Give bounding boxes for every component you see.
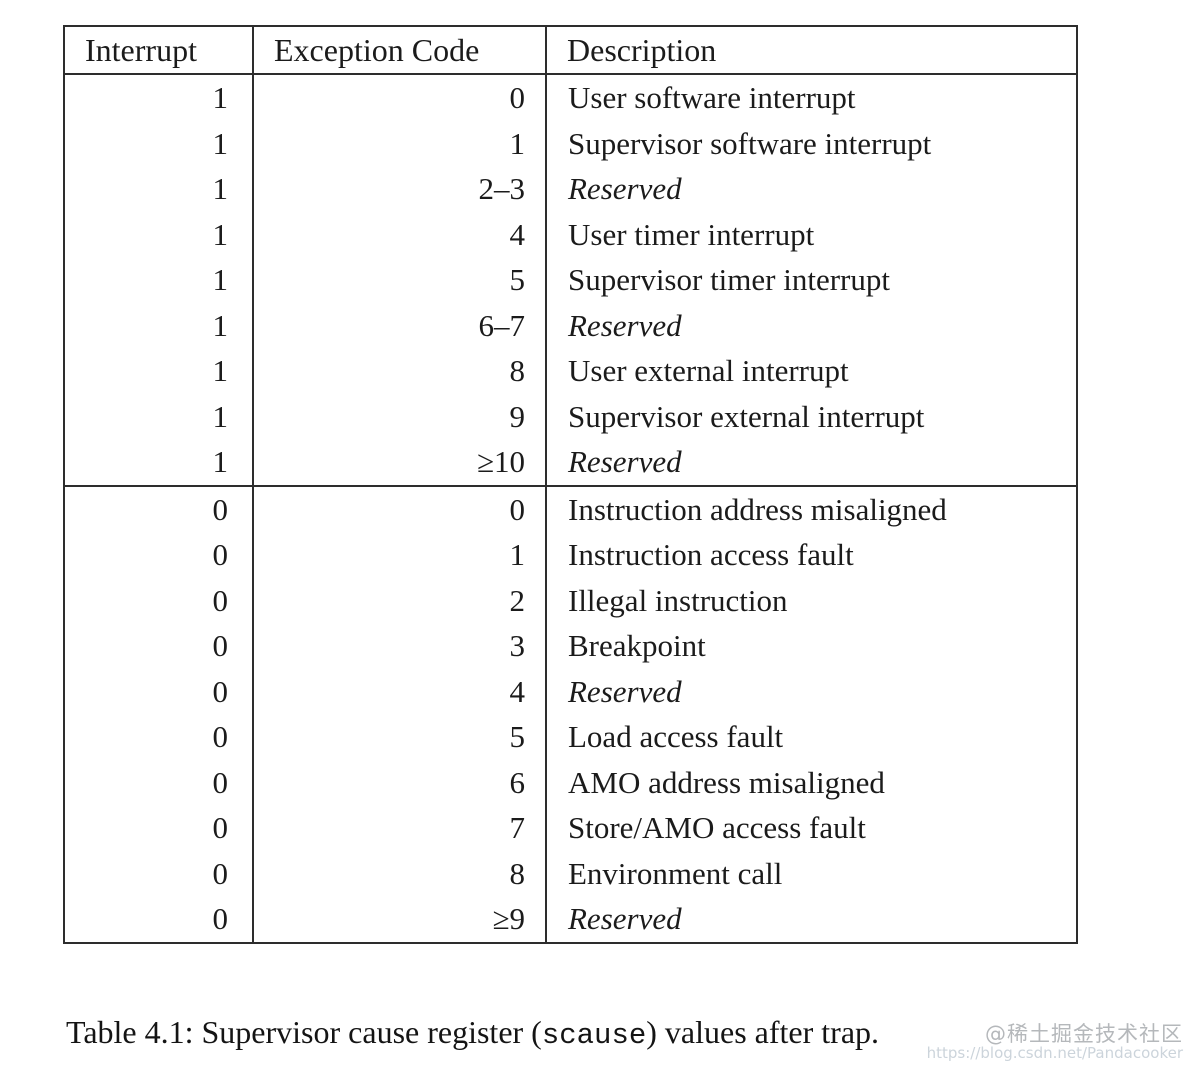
description-cell: Supervisor software interrupt <box>568 125 932 161</box>
exception-code-cell: 0 <box>254 486 547 532</box>
watermark-community: @稀土掘金技术社区 <box>985 1022 1183 1046</box>
interrupt-cell: 1 <box>65 257 254 303</box>
interrupt-cell: 1 <box>65 439 254 485</box>
watermark-url: https://blog.csdn.net/Pandacooker <box>926 1044 1183 1062</box>
exception-code-cell: 4 <box>254 211 547 257</box>
interrupt-cell: 0 <box>65 532 254 578</box>
exception-code-cell: 4 <box>254 668 547 714</box>
description-cell: User timer interrupt <box>568 216 815 252</box>
caption-prefix: Table 4.1: Supervisor cause register ( <box>66 1014 542 1050</box>
exception-code-cell: ≥9 <box>254 896 547 942</box>
table-row: 0 4 Reserved <box>65 668 1076 714</box>
exception-code-cell: 6 <box>254 759 547 805</box>
table-row: 1 5 Supervisor timer interrupt <box>65 257 1076 303</box>
description-cell: Reserved <box>568 673 682 709</box>
exception-code-cell: 0 <box>254 75 547 121</box>
description-cell: Reserved <box>568 901 682 937</box>
description-cell: Supervisor timer interrupt <box>568 262 890 298</box>
description-cell: Reserved <box>568 171 682 207</box>
table-row: 1 ≥10 Reserved <box>65 439 1076 485</box>
exception-code-cell: 1 <box>254 120 547 166</box>
exception-code-cell: 5 <box>254 714 547 760</box>
table-row: 1 8 User external interrupt <box>65 348 1076 394</box>
interrupt-cell: 0 <box>65 805 254 851</box>
description-cell: Store/AMO access fault <box>568 810 866 846</box>
table-row: 0 2 Illegal instruction <box>65 577 1076 623</box>
exception-code-cell: 3 <box>254 623 547 669</box>
table-row: 0 8 Environment call <box>65 850 1076 896</box>
interrupt-section: 1 0 User software interrupt 1 1 Supervis… <box>65 75 1076 487</box>
description-cell: Reserved <box>568 307 682 343</box>
exception-code-cell: 5 <box>254 257 547 303</box>
interrupt-cell: 1 <box>65 348 254 394</box>
exception-section: 0 0 Instruction address misaligned 0 1 I… <box>65 486 1076 942</box>
table-header-row: Interrupt Exception Code Description <box>65 27 1076 75</box>
description-cell: User external interrupt <box>568 353 849 389</box>
table-row: 0 ≥9 Reserved <box>65 896 1076 942</box>
description-cell: Illegal instruction <box>568 582 788 618</box>
description-cell: User software interrupt <box>568 80 856 116</box>
table-row: 0 6 AMO address misaligned <box>65 759 1076 805</box>
description-cell: Reserved <box>568 444 682 480</box>
interrupt-cell: 0 <box>65 850 254 896</box>
header-description: Description <box>567 32 717 68</box>
interrupt-cell: 0 <box>65 623 254 669</box>
description-cell: Breakpoint <box>568 628 706 664</box>
exception-code-cell: 8 <box>254 348 547 394</box>
table-row: 0 0 Instruction address misaligned <box>65 486 1076 532</box>
interrupt-cell: 0 <box>65 486 254 532</box>
header-exception-code: Exception Code <box>254 27 547 73</box>
interrupt-cell: 0 <box>65 759 254 805</box>
table-row: 0 7 Store/AMO access fault <box>65 805 1076 851</box>
exception-code-cell: 9 <box>254 393 547 439</box>
exception-code-cell: 6–7 <box>254 302 547 348</box>
table-row: 1 2–3 Reserved <box>65 166 1076 212</box>
description-cell: Supervisor external interrupt <box>568 398 925 434</box>
interrupt-cell: 1 <box>65 75 254 121</box>
interrupt-cell: 0 <box>65 714 254 760</box>
header-interrupt: Interrupt <box>65 27 254 73</box>
interrupt-cell: 1 <box>65 120 254 166</box>
exception-code-cell: 8 <box>254 850 547 896</box>
exception-code-cell: ≥10 <box>254 439 547 485</box>
description-cell: Load access fault <box>568 719 784 755</box>
interrupt-cell: 0 <box>65 668 254 714</box>
table-row: 1 1 Supervisor software interrupt <box>65 120 1076 166</box>
table-row: 1 0 User software interrupt <box>65 75 1076 121</box>
description-cell: AMO address misaligned <box>568 764 885 800</box>
interrupt-cell: 0 <box>65 577 254 623</box>
description-cell: Instruction address misaligned <box>568 491 947 527</box>
table-row: 1 4 User timer interrupt <box>65 211 1076 257</box>
exception-code-cell: 1 <box>254 532 547 578</box>
table-row: 0 3 Breakpoint <box>65 623 1076 669</box>
interrupt-cell: 1 <box>65 302 254 348</box>
table-row: 0 5 Load access fault <box>65 714 1076 760</box>
exception-code-cell: 2 <box>254 577 547 623</box>
scause-table: Interrupt Exception Code Description 1 0… <box>63 25 1078 944</box>
exception-code-cell: 7 <box>254 805 547 851</box>
interrupt-cell: 0 <box>65 896 254 942</box>
table-caption: Table 4.1: Supervisor cause register (sc… <box>66 1014 879 1052</box>
caption-scause-code: scause <box>541 1019 647 1052</box>
interrupt-cell: 1 <box>65 211 254 257</box>
description-cell: Instruction access fault <box>568 537 854 573</box>
interrupt-cell: 1 <box>65 166 254 212</box>
description-cell: Environment call <box>568 855 783 891</box>
caption-suffix: ) values after trap. <box>646 1014 880 1050</box>
table-row: 1 9 Supervisor external interrupt <box>65 393 1076 439</box>
table-row: 1 6–7 Reserved <box>65 302 1076 348</box>
table-row: 0 1 Instruction access fault <box>65 532 1076 578</box>
interrupt-cell: 1 <box>65 393 254 439</box>
exception-code-cell: 2–3 <box>254 166 547 212</box>
